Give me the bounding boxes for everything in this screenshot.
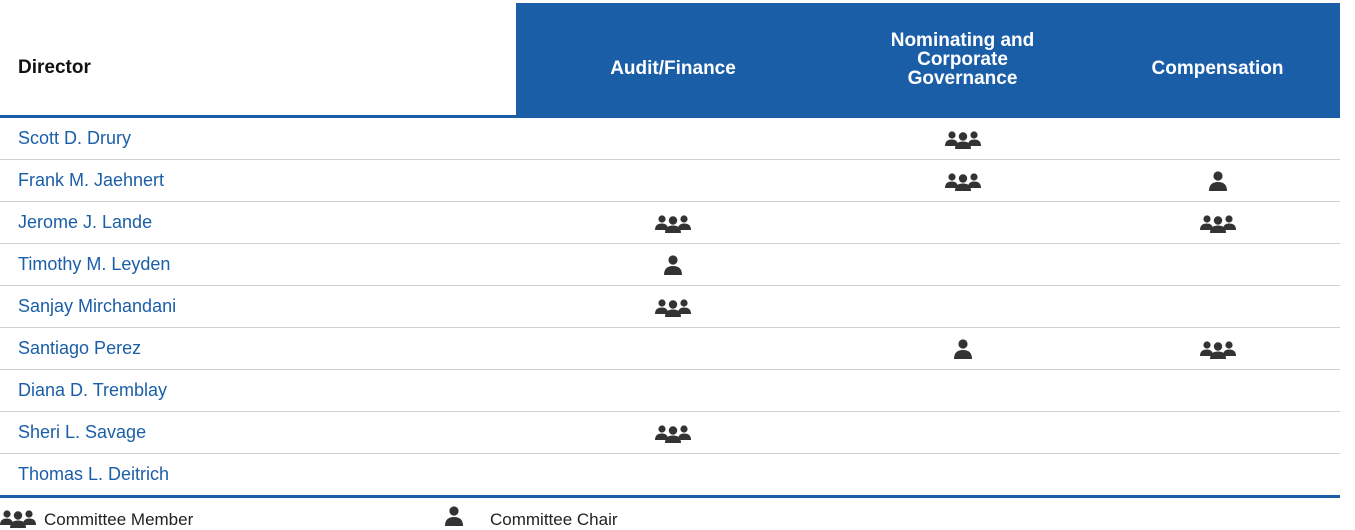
row: Sheri L. Savage [0, 411, 1340, 454]
header-cell: Compensation [1095, 3, 1340, 118]
member-icon [655, 213, 691, 233]
row: Diana D. Tremblay [0, 369, 1340, 412]
header-row: Director Audit/Finance Nominating and Co… [0, 3, 1340, 118]
chair-icon [663, 255, 683, 275]
director-name: Sanjay Mirchandani [0, 285, 516, 328]
director-name: Scott D. Drury [0, 116, 516, 160]
row: Jerome J. Lande [0, 201, 1340, 244]
director-name: Frank M. Jaehnert [0, 159, 516, 202]
header-text: Nominating and Corporate Governance [890, 29, 1035, 89]
director-name: Jerome J. Lande [0, 201, 516, 244]
chair-icon [953, 339, 973, 359]
header-cell: Director [0, 3, 516, 118]
member-icon [655, 423, 691, 443]
member-icon [1200, 213, 1236, 233]
row: Thomas L. Deitrich [0, 453, 1340, 498]
row: Santiago Perez [0, 327, 1340, 370]
member-icon [945, 171, 981, 191]
chair-icon [1208, 171, 1228, 191]
member-icon [655, 297, 691, 317]
member-icon [1200, 339, 1236, 359]
member-icon [0, 508, 36, 528]
row: Scott D. Drury [0, 116, 1340, 160]
header-cell: Audit/Finance [516, 3, 830, 118]
legend-label: Committee Chair [490, 510, 618, 529]
committee-table: Director Audit/Finance Nominating and Co… [0, 3, 1340, 498]
row: Frank M. Jaehnert [0, 159, 1340, 202]
chair-icon [444, 506, 464, 526]
director-name: Santiago Perez [0, 327, 516, 370]
legend-label: Committee Member [44, 510, 194, 529]
director-name: Timothy M. Leyden [0, 243, 516, 286]
director-name: Sheri L. Savage [0, 411, 516, 454]
director-name: Thomas L. Deitrich [0, 453, 516, 498]
header-cell: Nominating and Corporate Governance [830, 3, 1095, 118]
row: Timothy M. Leyden [0, 243, 1340, 286]
row: Sanjay Mirchandani [0, 285, 1340, 328]
member-icon [945, 129, 981, 149]
director-name: Diana D. Tremblay [0, 369, 516, 412]
